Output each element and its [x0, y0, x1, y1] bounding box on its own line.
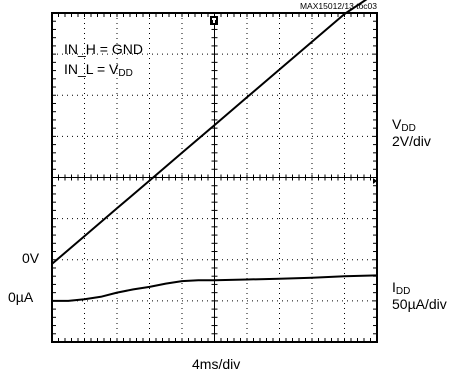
plot-frame	[51, 12, 378, 343]
x-axis-scale-label: 4ms/div	[192, 356, 241, 372]
figure-id: MAX15012/13 toc03	[299, 1, 377, 11]
channel-2-ground-label: 0µA	[8, 289, 34, 305]
channel-1-scale: 2V/div	[392, 133, 431, 149]
trace-vdd	[51, 0, 368, 265]
trace-idd	[52, 274, 378, 302]
channel-2-name: IDD	[392, 279, 411, 297]
trigger-marker	[210, 16, 218, 25]
level-marker-right	[373, 178, 377, 184]
channel-2-scale: 50µA/div	[392, 296, 447, 312]
annotation-in-l: IN_L = VDD	[64, 61, 133, 79]
traces	[51, 0, 378, 302]
channel-1-name: VDD	[392, 116, 416, 134]
annotation-in-h: IN_H = GND	[64, 41, 143, 57]
channel-1-ground-label: 0V	[22, 250, 40, 266]
